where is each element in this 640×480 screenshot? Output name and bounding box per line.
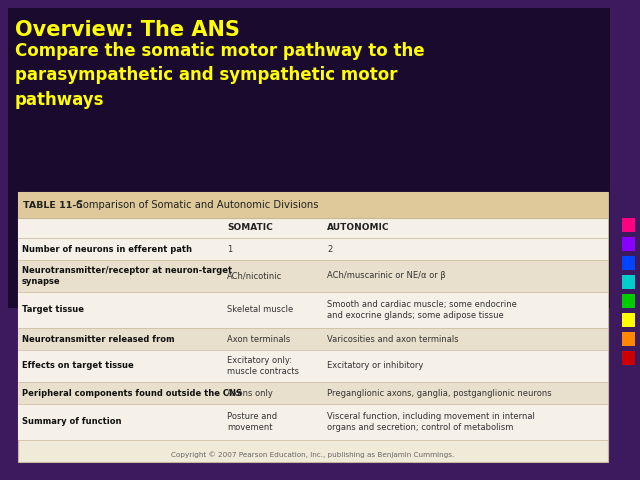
Bar <box>18 238 608 260</box>
Text: Axons only: Axons only <box>227 388 273 397</box>
Text: Excitatory or inhibitory: Excitatory or inhibitory <box>327 361 424 371</box>
Bar <box>18 192 608 218</box>
Text: ACh/muscarinic or NE/α or β: ACh/muscarinic or NE/α or β <box>327 272 445 280</box>
Text: Comparison of Somatic and Autonomic Divisions: Comparison of Somatic and Autonomic Divi… <box>76 200 319 210</box>
Bar <box>622 237 635 251</box>
Bar <box>18 292 608 328</box>
Bar <box>622 332 635 346</box>
Text: Overview: The ANS: Overview: The ANS <box>15 20 240 40</box>
Text: ACh/nicotinic: ACh/nicotinic <box>227 272 282 280</box>
Text: Number of neurons in efferent path: Number of neurons in efferent path <box>22 244 192 253</box>
Bar <box>18 260 608 292</box>
Bar <box>18 350 608 382</box>
Text: Summary of function: Summary of function <box>22 418 122 427</box>
Bar <box>622 217 635 231</box>
Text: Smooth and cardiac muscle; some endocrine
and exocrine glands; some adipose tiss: Smooth and cardiac muscle; some endocrin… <box>327 300 517 320</box>
Text: Peripheral components found outside the CNS: Peripheral components found outside the … <box>22 388 242 397</box>
Text: Neurotransmitter/receptor at neuron-target
synapse: Neurotransmitter/receptor at neuron-targ… <box>22 266 232 286</box>
Text: Neurotransmitter released from: Neurotransmitter released from <box>22 335 175 344</box>
Bar <box>18 328 608 350</box>
Text: SOMATIC: SOMATIC <box>227 224 273 232</box>
Text: Copyright © 2007 Pearson Education, Inc., publishing as Benjamin Cummings.: Copyright © 2007 Pearson Education, Inc.… <box>172 452 454 458</box>
Text: Target tissue: Target tissue <box>22 305 84 314</box>
Text: Visceral function, including movement in internal
organs and secretion; control : Visceral function, including movement in… <box>327 412 535 432</box>
Text: TABLE 11-5: TABLE 11-5 <box>23 201 83 209</box>
Bar <box>18 218 608 238</box>
Text: Skeletal muscle: Skeletal muscle <box>227 305 293 314</box>
Text: 2: 2 <box>327 244 332 253</box>
Text: 1: 1 <box>227 244 232 253</box>
Bar <box>622 255 635 269</box>
Bar <box>18 192 608 462</box>
Text: AUTONOMIC: AUTONOMIC <box>327 224 390 232</box>
Bar <box>18 382 608 404</box>
Bar <box>622 312 635 326</box>
Text: Posture and
movement: Posture and movement <box>227 412 277 432</box>
Bar <box>8 8 610 308</box>
Bar <box>622 275 635 288</box>
Text: Compare the somatic motor pathway to the
parasympathetic and sympathetic motor
p: Compare the somatic motor pathway to the… <box>15 42 424 108</box>
Text: Axon terminals: Axon terminals <box>227 335 291 344</box>
Text: Excitatory only:
muscle contracts: Excitatory only: muscle contracts <box>227 356 299 376</box>
Bar <box>622 293 635 308</box>
Text: Effects on target tissue: Effects on target tissue <box>22 361 134 371</box>
Text: Preganglionic axons, ganglia, postganglionic neurons: Preganglionic axons, ganglia, postgangli… <box>327 388 552 397</box>
Bar <box>18 404 608 440</box>
Bar <box>622 350 635 364</box>
Text: Varicosities and axon terminals: Varicosities and axon terminals <box>327 335 459 344</box>
